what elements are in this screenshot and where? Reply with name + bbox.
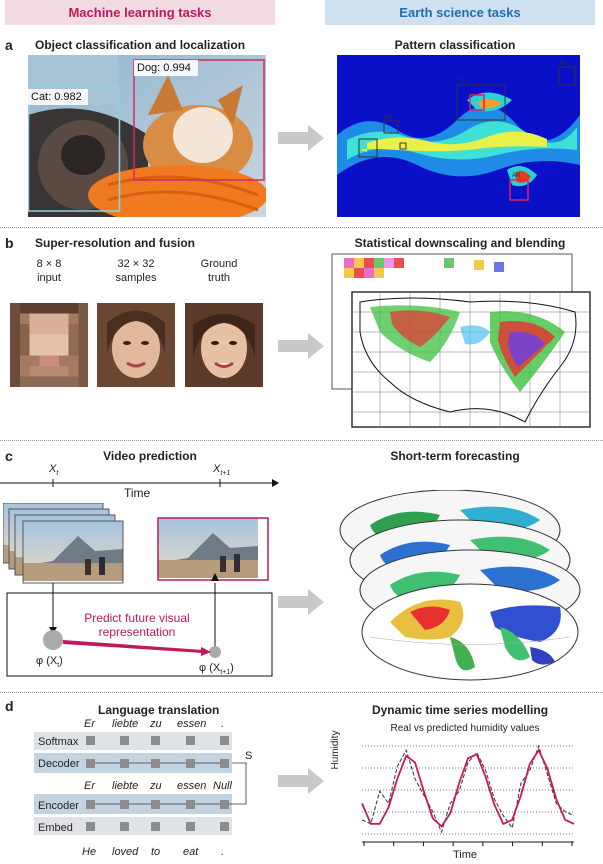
predict-line1: Predict future visual (84, 611, 190, 625)
decoder-word: Er (84, 780, 95, 792)
video-prediction-title: Video prediction (103, 449, 197, 463)
input-word: He (82, 846, 97, 858)
output-word: . (221, 718, 225, 730)
xt1-label: Xt+1 (213, 463, 230, 477)
phi-t1-text: φ (X (199, 662, 221, 674)
language-translation-title: Language translation (98, 703, 220, 717)
earth-science-header: Earth science tasks (325, 0, 595, 25)
arrow-d (278, 768, 324, 794)
object-classification-title: Object classification and localization (35, 38, 246, 52)
chart-title: Real vs predicted humidity values (390, 723, 540, 734)
short-term-forecasting-title: Short-term forecasting (390, 449, 520, 463)
decoder-word: zu (150, 780, 162, 792)
forecast-maps (339, 490, 581, 681)
pattern-label-ar1: AR (384, 115, 393, 121)
statistical-downscaling-title: Statistical downscaling and blending (354, 236, 566, 250)
chart-xlabel: Time (452, 849, 478, 861)
phi-t-sub: t (57, 662, 60, 670)
panel-b-letter: b (5, 235, 14, 251)
xt-text: X (49, 463, 57, 475)
input-word: . (221, 846, 225, 858)
phi-t-label: φ (Xt) (36, 655, 63, 669)
low-res-face (10, 303, 88, 387)
col3-line1: Ground (200, 258, 238, 270)
predict-line2: representation (98, 625, 176, 639)
row-embed: Embed (38, 822, 73, 834)
pattern-classification-map (337, 55, 580, 217)
ml-tasks-header: Machine learning tasks (5, 0, 275, 25)
translation-diagram (34, 732, 247, 835)
xt-sub: t (56, 470, 59, 478)
input-word: eat (183, 846, 199, 858)
col1-line1: 8 × 8 (36, 258, 62, 270)
col1-label: 8 × 8 input (10, 257, 88, 285)
cat-label: Cat: 0.982 (31, 91, 82, 103)
arrow-a (278, 125, 324, 151)
video-frames (3, 503, 273, 677)
time-label: Time (124, 486, 151, 500)
arrow-c (278, 589, 324, 615)
output-word: liebte (112, 718, 139, 730)
predict-label: Predict future visual representation (62, 611, 212, 639)
arrow-b (278, 333, 324, 359)
ground-truth-face (185, 303, 263, 387)
panel-d-letter: d (5, 698, 14, 714)
xt1-text: X (213, 463, 221, 475)
decoder-word: liebte (112, 780, 139, 792)
divider-ab (0, 227, 603, 228)
col2-line2: samples (115, 272, 157, 284)
s-label: S (245, 750, 253, 762)
xt1-sub: t+1 (220, 470, 231, 478)
dynamic-time-series-title: Dynamic time series modelling (371, 703, 549, 717)
super-resolution-title: Super-resolution and fusion (35, 236, 196, 250)
row-encoder: Encoder (38, 800, 79, 812)
phi-t-close: ) (59, 655, 63, 667)
downscaling-maps (331, 253, 591, 428)
phi-t-text: φ (X (36, 655, 58, 667)
phi-t1-close: ) (230, 662, 234, 674)
sample-face (97, 303, 175, 387)
cat-dog-photo (28, 55, 266, 217)
output-word: Er (84, 718, 95, 730)
input-word: loved (112, 846, 139, 858)
series-predicted-line (361, 748, 575, 828)
panel-a-letter: a (5, 37, 13, 53)
xt-label: Xt (49, 463, 58, 477)
row-decoder: Decoder (38, 758, 80, 770)
phi-t1-label: φ (Xt+1) (199, 662, 234, 676)
phi-t1-sub: t+1 (220, 669, 231, 677)
col3-label: Ground truth (180, 257, 258, 285)
decoder-word: Null (213, 780, 232, 792)
output-word: essen (177, 718, 207, 730)
pattern-label-tc2: TC (559, 61, 567, 67)
chart-ylabel: Humidity (330, 730, 341, 770)
col3-line2: truth (207, 272, 230, 284)
divider-bc (0, 440, 603, 441)
input-word: to (151, 846, 161, 858)
decoder-word: essen (177, 780, 207, 792)
series-real-line (361, 744, 575, 834)
humidity-chart (361, 744, 575, 846)
divider-cd (0, 692, 603, 693)
pattern-label-tc1: TC (459, 79, 467, 85)
row-softmax: Softmax (38, 736, 79, 748)
col2-line1: 32 × 32 (117, 258, 155, 270)
dog-label: Dog: 0.994 (137, 62, 191, 74)
col1-line2: input (37, 272, 61, 284)
chart-x-axis (362, 841, 574, 846)
timeline (0, 479, 279, 487)
pattern-label-ar2: AR (512, 173, 521, 179)
panel-c-letter: c (5, 448, 13, 464)
output-word: zu (150, 718, 162, 730)
chart-grid (362, 745, 574, 835)
col2-label: 32 × 32 samples (97, 257, 175, 285)
pattern-classification-title: Pattern classification (394, 38, 516, 52)
